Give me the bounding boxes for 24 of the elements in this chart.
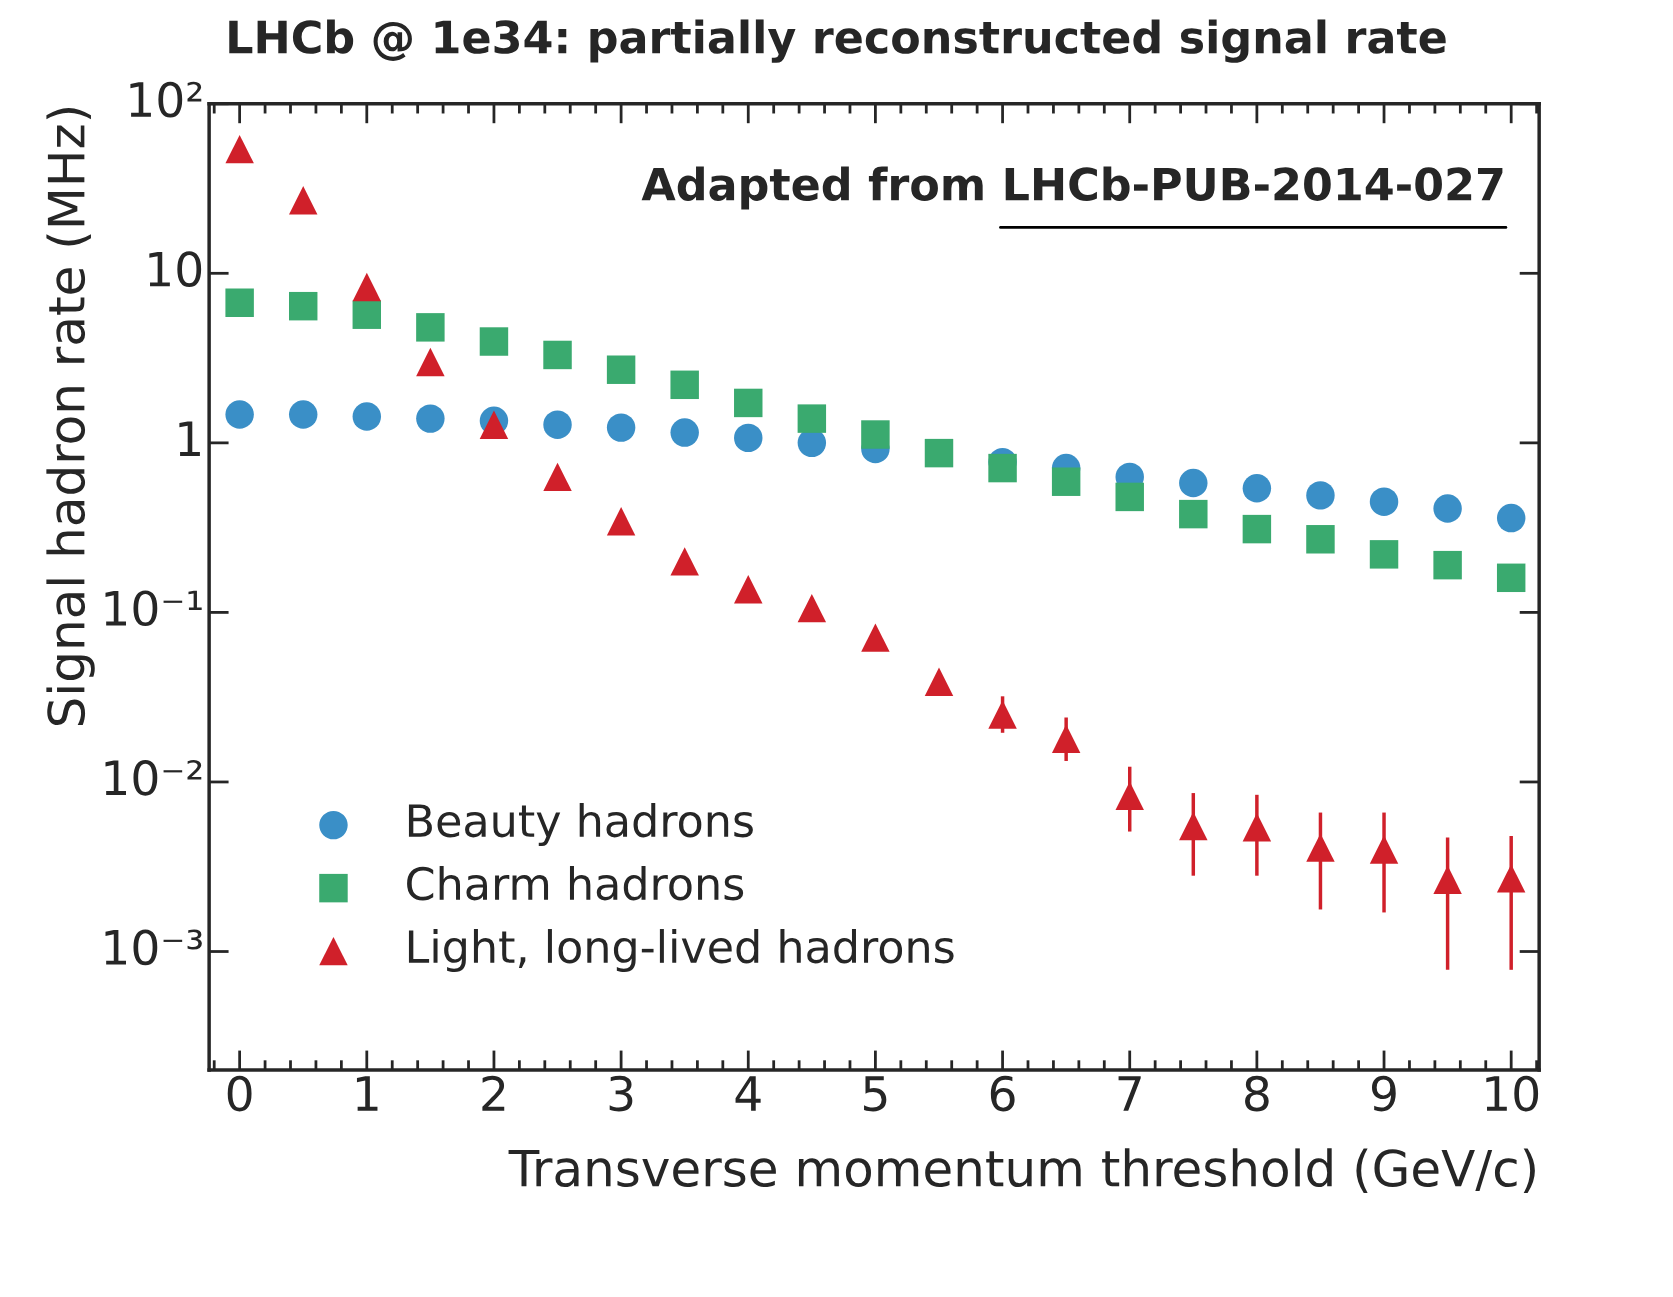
annotation: Adapted from LHCb-PUB-2014-027 xyxy=(641,166,1503,210)
legend-label: Charm hadrons xyxy=(407,866,744,901)
y-tick-label: 10⁻² xyxy=(105,759,202,796)
x-tick-label: 8 xyxy=(1245,1075,1269,1112)
x-tick-label: 1 xyxy=(356,1076,378,1111)
y-axis-title: Signal hadron rate (MHz) xyxy=(46,108,95,726)
x-axis-title: Transverse momentum threshold (GeV/c) xyxy=(508,1148,1535,1193)
y-tick-label: 10 xyxy=(149,251,202,288)
legend-label: Beauty hadrons xyxy=(408,803,753,847)
x-tick-label: 3 xyxy=(609,1075,633,1112)
x-tick-label: 0 xyxy=(227,1075,252,1112)
y-tick-label: 10⁻³ xyxy=(105,929,202,966)
legend-label: Light, long-lived hadrons xyxy=(408,929,954,973)
x-tick-label: 5 xyxy=(864,1076,887,1112)
y-tick-label: 10² xyxy=(130,81,202,118)
x-tick-label: 10 xyxy=(1486,1075,1539,1112)
x-tick-label: 9 xyxy=(1371,1075,1396,1112)
y-tick-label: 10⁻¹ xyxy=(105,590,202,627)
x-tick-label: 7 xyxy=(1118,1076,1141,1111)
x-tick-label: 6 xyxy=(990,1075,1015,1112)
x-tick-label: 4 xyxy=(735,1076,761,1111)
chart-title: LHCb @ 1e34: partially reconstructed signal rate xyxy=(229,19,1446,63)
x-tick-label: 2 xyxy=(482,1075,505,1111)
y-tick-label: 1 xyxy=(179,421,200,456)
